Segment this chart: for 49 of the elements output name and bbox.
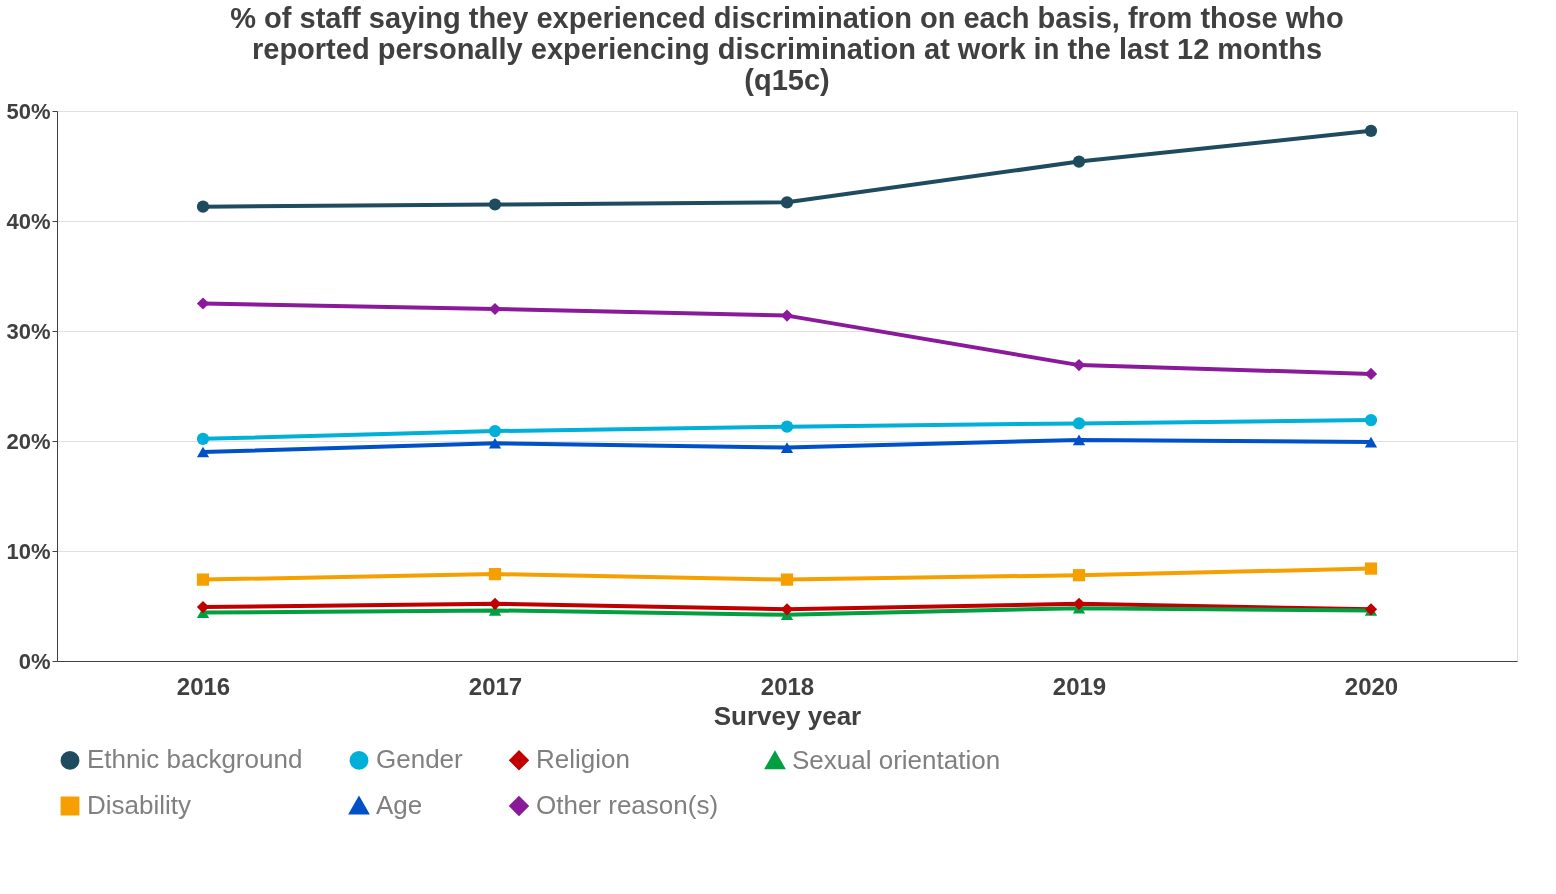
- x-axis-title: Survey year: [713, 700, 862, 731]
- point: [780, 196, 794, 209]
- x-tick-label: 2018: [760, 672, 815, 700]
- point: [196, 297, 210, 310]
- point: [780, 420, 794, 433]
- point: [488, 437, 502, 449]
- x-tick-label: 2019: [1052, 672, 1107, 700]
- point: [196, 573, 210, 586]
- point: [1364, 413, 1378, 427]
- point: [488, 567, 502, 581]
- legend-label: Age: [376, 790, 423, 820]
- point: [780, 573, 794, 586]
- point: [1072, 569, 1086, 582]
- point: [488, 597, 502, 610]
- point: [488, 302, 502, 316]
- legend-label: Other reason(s): [536, 790, 719, 820]
- point: [780, 442, 794, 453]
- y-tick-label: 30%: [6, 318, 51, 344]
- point: [780, 309, 794, 322]
- point: [1364, 562, 1378, 575]
- point: [1364, 367, 1378, 381]
- point: [196, 200, 210, 213]
- point: [1072, 597, 1086, 610]
- point: [196, 446, 210, 458]
- y-tick-label: 0%: [18, 648, 51, 674]
- point: [1072, 434, 1086, 446]
- point: [1072, 358, 1086, 372]
- point: [1072, 155, 1086, 168]
- legend-label: Sexual orientation: [792, 744, 1001, 775]
- legend-label: Religion: [536, 744, 630, 775]
- y-tick-label: 50%: [6, 98, 51, 124]
- y-tick-label: 10%: [6, 538, 51, 564]
- legend-label: Ethnic background: [87, 744, 303, 775]
- legend-label: Gender: [376, 744, 464, 775]
- point: [196, 432, 210, 445]
- x-tick-label: 2017: [468, 672, 523, 700]
- point: [488, 198, 502, 211]
- point: [1364, 436, 1378, 448]
- y-tick-label: 20%: [6, 428, 51, 454]
- legend-label: Disability: [87, 790, 192, 820]
- x-tick-label: 2016: [176, 672, 231, 700]
- chart-title: % of staff saying they experienced discrimination on each basis, from those who reported personally experiencing discrimination at work in the last 12 months (q15c): [230, 2, 1344, 96]
- point: [780, 603, 794, 616]
- point: [488, 424, 502, 438]
- point: [1072, 417, 1086, 430]
- x-tick-label: 2020: [1344, 672, 1399, 700]
- point: [1364, 124, 1378, 137]
- point: [196, 600, 210, 614]
- y-tick-label: 40%: [6, 208, 51, 234]
